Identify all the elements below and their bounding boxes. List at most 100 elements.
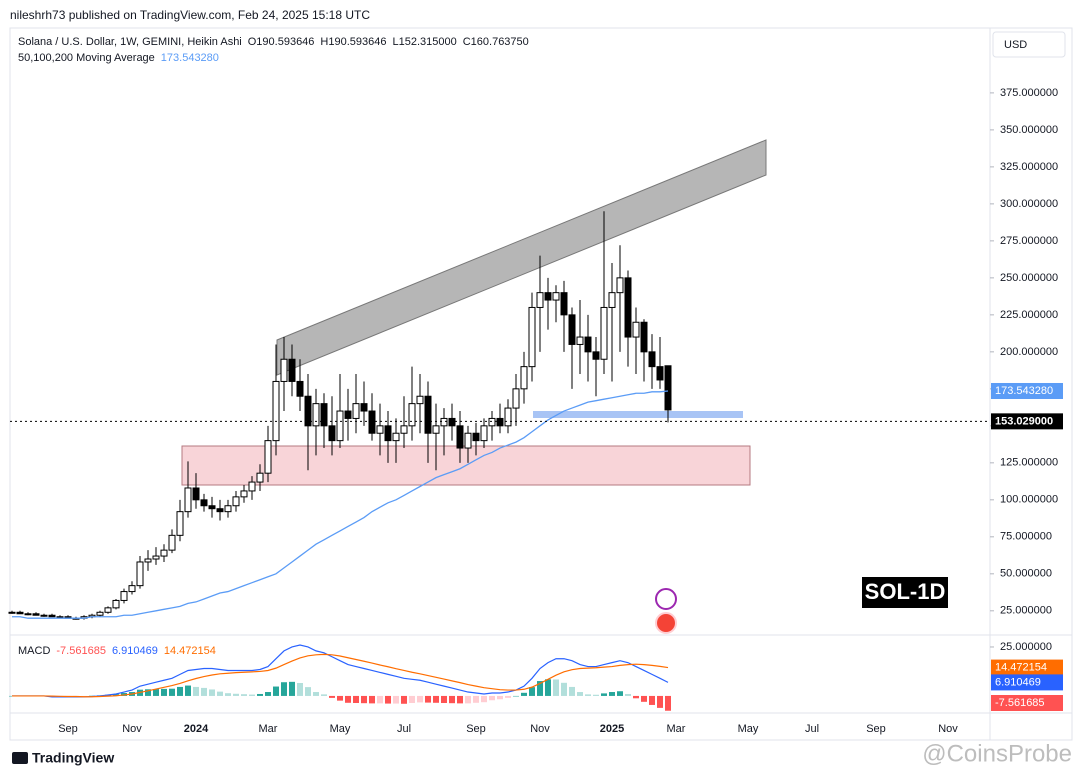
macd-histogram-bar xyxy=(657,695,663,708)
currency-box[interactable] xyxy=(992,31,1066,58)
candle-body xyxy=(176,511,184,536)
macd-histogram-bar xyxy=(337,695,343,701)
plot: 25.000000 50.000000 75.000000 100.000000 125… xyxy=(8,87,1063,735)
candle-body xyxy=(376,425,384,434)
candle-body xyxy=(16,611,24,615)
candle-body xyxy=(288,358,296,382)
candle-body xyxy=(224,505,232,513)
y-tick-label: 325.000000 xyxy=(1000,161,1058,173)
y-tick-label: 375.000000 xyxy=(1000,87,1058,99)
candle-body xyxy=(384,425,392,442)
last-price-label: 153.029000 xyxy=(995,415,1053,427)
y-tick-label: 75.000000 xyxy=(1000,531,1052,543)
x-tick-label: 2024 xyxy=(184,723,209,735)
candle-body xyxy=(128,585,136,593)
macd-histogram-bar xyxy=(353,695,359,703)
x-tick-label: Sep xyxy=(466,723,486,735)
macd-histogram-bar xyxy=(225,693,231,696)
y-tick-label: 25.000000 xyxy=(1000,605,1052,617)
candle-body xyxy=(504,407,512,427)
candle-body xyxy=(488,417,496,427)
macd-histogram-bar xyxy=(321,694,327,696)
candle-body xyxy=(656,366,664,381)
candle-body xyxy=(96,611,104,616)
x-tick-label: Mar xyxy=(259,723,278,735)
candle-body xyxy=(280,358,288,382)
macd-histogram-bar xyxy=(177,686,183,696)
macd-value-box xyxy=(991,695,1063,711)
macd-histogram-bar xyxy=(169,688,175,696)
economy-icon[interactable] xyxy=(655,612,677,634)
candle-body xyxy=(592,351,600,360)
candle-body xyxy=(256,472,264,483)
candle-body xyxy=(400,425,408,434)
x-tick-label: Sep xyxy=(866,723,886,735)
macd-value-box xyxy=(991,674,1063,691)
x-tick-label: Nov xyxy=(530,723,550,735)
candle-body xyxy=(552,292,560,301)
macd-histogram-bar xyxy=(649,695,655,705)
macd-histogram-bar xyxy=(233,693,239,696)
macd-histogram-bar xyxy=(385,695,391,704)
macd-histogram-bar xyxy=(113,694,119,696)
candle-body xyxy=(448,417,456,427)
macd-histogram-bar xyxy=(329,695,335,698)
annotation: SOL-1D xyxy=(865,579,946,604)
macd-histogram-bar xyxy=(449,695,455,704)
candle-body xyxy=(24,613,32,616)
candle-body xyxy=(576,336,584,345)
candle-body xyxy=(144,558,152,563)
candle-body xyxy=(304,395,312,427)
ma-axis-label: 173.543280 xyxy=(995,385,1053,397)
macd-histogram-bar xyxy=(201,687,207,696)
x-tick-label: May xyxy=(738,723,759,735)
macd-histogram-bar xyxy=(585,694,591,696)
x-tick-label: Jul xyxy=(805,723,819,735)
candle-body xyxy=(160,549,168,557)
signal-value: 14.472154 xyxy=(163,645,216,657)
candle-body xyxy=(608,292,616,308)
legend-ma: 50,100,200 Moving Average 173.543280 xyxy=(18,52,225,64)
candle-body xyxy=(352,403,360,419)
channel-drawing xyxy=(276,139,767,376)
candle-body xyxy=(8,611,16,614)
macd-histogram-bar xyxy=(417,695,423,703)
macd-value-box xyxy=(991,659,1063,676)
ohlc-high: H190.593646 xyxy=(320,36,387,48)
macd-histogram-bar xyxy=(609,692,615,696)
candle-body xyxy=(496,417,504,427)
candle-body xyxy=(640,321,648,353)
tv-logo xyxy=(12,752,28,764)
macd-histogram-bar xyxy=(305,687,311,696)
legend-macd: MACD -7.561685 6.910469 14.472154 xyxy=(18,645,222,657)
macd-histogram-bar xyxy=(425,695,431,703)
macd-histogram-bar xyxy=(217,691,223,696)
candle-body xyxy=(432,425,440,434)
macd-histogram-bar xyxy=(497,695,503,700)
macd-histogram-bar xyxy=(345,695,351,703)
signal-line xyxy=(12,653,669,698)
macd-histogram-bar xyxy=(153,689,159,696)
event-icon[interactable] xyxy=(655,588,677,610)
macd-histogram-bar xyxy=(297,683,303,696)
symbol-title: Solana / U.S. Dollar, 1W, GEMINI, Heikin… xyxy=(18,36,242,48)
annotation-box xyxy=(862,577,948,608)
ma-value-box xyxy=(991,382,1063,399)
macd-histogram-bar xyxy=(545,679,551,696)
macd-histogram-bar xyxy=(665,695,671,711)
candle-body xyxy=(464,432,472,449)
ma-value: 173.543280 xyxy=(160,52,219,64)
candle-body xyxy=(568,314,576,345)
x-tick-label: Nov xyxy=(938,723,958,735)
candle-body xyxy=(152,555,160,560)
candle-body xyxy=(40,614,48,617)
candle-body xyxy=(360,403,368,412)
macd-histogram-bar xyxy=(401,695,407,704)
candle-body xyxy=(48,614,56,618)
chart-frame xyxy=(9,27,1073,741)
macd-histogram-bar xyxy=(457,695,463,704)
legend-main: Solana / U.S. Dollar, 1W, GEMINI, Heikin… xyxy=(18,36,535,48)
x-tick-label: Jul xyxy=(397,723,411,735)
macd-histogram-bar xyxy=(537,681,543,696)
